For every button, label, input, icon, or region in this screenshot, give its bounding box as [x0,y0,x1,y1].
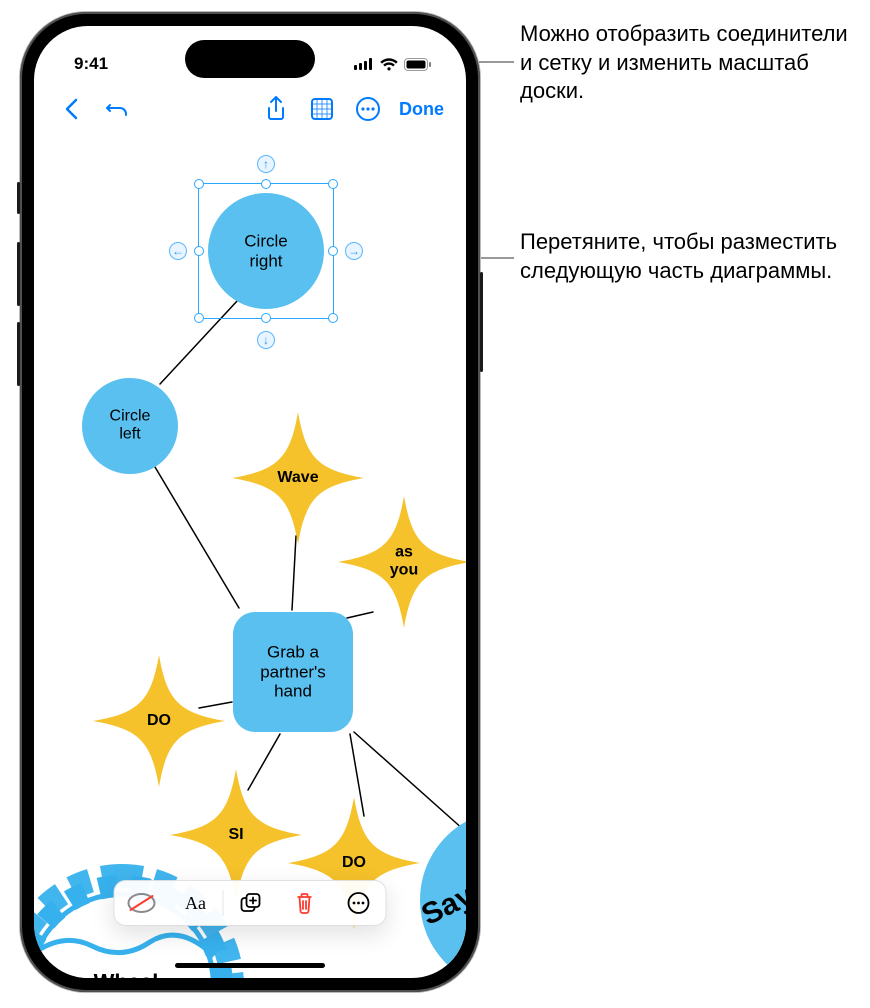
undo-button[interactable] [98,90,136,128]
grid-settings-button[interactable] [303,90,341,128]
home-indicator [175,963,325,968]
share-button[interactable] [257,90,295,128]
node-say [420,810,466,978]
resize-handle-w[interactable] [194,246,204,256]
resize-handle-n[interactable] [261,179,271,189]
context-more-button[interactable] [332,881,386,925]
fill-none-button[interactable] [115,881,169,925]
cellular-icon [354,58,374,70]
connector-handle-bottom[interactable]: ↓ [256,330,276,350]
selection-box[interactable] [198,183,334,319]
status-time: 9:41 [74,54,108,74]
resize-handle-sw[interactable] [194,313,204,323]
top-toolbar: Done [34,84,466,134]
connector-handle-right[interactable]: → [344,241,364,261]
node-do-left [93,655,225,787]
resize-handle-nw[interactable] [194,179,204,189]
connector-handle-left[interactable]: ← [168,241,188,261]
node-center [233,612,353,732]
shape-context-menu: Aa [114,880,387,926]
battery-icon [404,58,432,71]
text-format-button[interactable]: Aa [169,881,223,925]
connector-handle-top[interactable]: ↑ [256,154,276,174]
node-wave [232,412,364,544]
wifi-icon [380,58,398,71]
done-button[interactable]: Done [395,99,448,120]
node-circle-left [82,378,178,474]
diagram-svg [34,26,466,978]
node-as-you [338,496,466,628]
resize-handle-ne[interactable] [328,179,338,189]
delete-button[interactable] [278,881,332,925]
resize-handle-e[interactable] [328,246,338,256]
dynamic-island [185,40,315,78]
freeform-canvas[interactable]: Circle right Circle left Grab a partner'… [34,26,466,978]
duplicate-button[interactable] [224,881,278,925]
resize-handle-se[interactable] [328,313,338,323]
more-button[interactable] [349,90,387,128]
back-button[interactable] [52,90,90,128]
iphone-frame: 9:41 [20,12,480,992]
resize-handle-s[interactable] [261,313,271,323]
